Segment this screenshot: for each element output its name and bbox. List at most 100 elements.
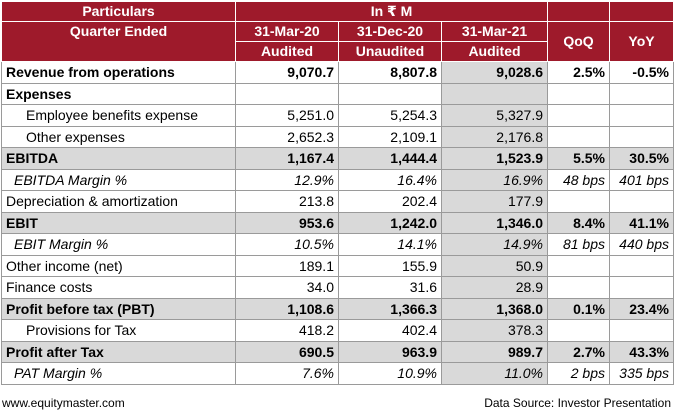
row-value: 16.4% — [338, 168, 442, 191]
row-value: 1,366.3 — [338, 297, 442, 320]
table-row: Finance costs 34.0 31.6 28.9 — [1, 276, 674, 299]
row-value: 10.5% — [235, 233, 339, 256]
row-value: 9,028.6 — [441, 61, 548, 84]
row-qoq: 0.1% — [547, 297, 610, 320]
row-value: 155.9 — [338, 254, 442, 277]
table-row: Profit after Tax 690.5 963.9 989.7 2.7% … — [1, 340, 674, 363]
row-value: 1,242.0 — [338, 211, 442, 234]
row-label: EBIT Margin % — [1, 233, 236, 256]
row-yoy: 335 bps — [609, 362, 674, 385]
table-row: Depreciation & amortization 213.8 202.4 … — [1, 190, 674, 213]
row-yoy: 23.4% — [609, 297, 674, 320]
row-label: EBITDA — [1, 147, 236, 170]
row-label: PAT Margin % — [1, 362, 236, 385]
row-value: 10.9% — [338, 362, 442, 385]
row-label: Employee benefits expense — [1, 104, 236, 127]
header-date-2: 31-Dec-20 — [338, 21, 442, 42]
row-value: 189.1 — [235, 254, 339, 277]
row-value: 14.9% — [441, 233, 548, 256]
table-row: Revenue from operations 9,070.7 8,807.8 … — [1, 61, 674, 84]
row-value: 1,523.9 — [441, 147, 548, 170]
table-row: Employee benefits expense 5,251.0 5,254.… — [1, 104, 674, 127]
row-label: Expenses — [1, 82, 236, 105]
row-value: 1,346.0 — [441, 211, 548, 234]
row-qoq: 8.4% — [547, 211, 610, 234]
row-label: Finance costs — [1, 276, 236, 299]
row-value: 2,176.8 — [441, 125, 548, 148]
row-value: 690.5 — [235, 340, 339, 363]
header-quarter-ended: Quarter Ended — [1, 21, 236, 62]
row-value: 8,807.8 — [338, 61, 442, 84]
row-value: 5,327.9 — [441, 104, 548, 127]
row-value: 34.0 — [235, 276, 339, 299]
row-yoy: -0.5% — [609, 61, 674, 84]
table-row: PAT Margin % 7.6% 10.9% 11.0% 2 bps 335 … — [1, 362, 674, 385]
row-value: 31.6 — [338, 276, 442, 299]
row-qoq: 48 bps — [547, 168, 610, 191]
row-yoy: 401 bps — [609, 168, 674, 191]
row-yoy: 41.1% — [609, 211, 674, 234]
table-row: EBITDA Margin % 12.9% 16.4% 16.9% 48 bps… — [1, 168, 674, 191]
header-date-3: 31-Mar-21 — [441, 21, 548, 42]
table-row: Other expenses 2,652.3 2,109.1 2,176.8 — [1, 125, 674, 148]
row-value: 378.3 — [441, 319, 548, 342]
header-audit-1: Audited — [235, 41, 339, 62]
row-qoq: 2.7% — [547, 340, 610, 363]
row-value: 11.0% — [441, 362, 548, 385]
financial-results-table: Particulars In ₹ M Quarter Ended 31-Mar-… — [1, 1, 674, 385]
row-value: 402.4 — [338, 319, 442, 342]
row-value: 177.9 — [441, 190, 548, 213]
row-value: 418.2 — [235, 319, 339, 342]
row-value: 213.8 — [235, 190, 339, 213]
header-particulars: Particulars — [1, 1, 236, 22]
table-row: EBIT Margin % 10.5% 14.1% 14.9% 81 bps 4… — [1, 233, 674, 256]
row-yoy: 440 bps — [609, 233, 674, 256]
row-qoq: 5.5% — [547, 147, 610, 170]
row-value: 14.1% — [338, 233, 442, 256]
header-audit-2: Unaudited — [338, 41, 442, 62]
row-value: 2,109.1 — [338, 125, 442, 148]
row-value: 2,652.3 — [235, 125, 339, 148]
website-credit: www.equitymaster.com — [2, 396, 125, 410]
row-value: 9,070.7 — [235, 61, 339, 84]
row-value: 16.9% — [441, 168, 548, 191]
table-row: Other income (net) 189.1 155.9 50.9 — [1, 254, 674, 277]
header-yoy: YoY — [609, 21, 674, 62]
row-value: 1,108.6 — [235, 297, 339, 320]
row-qoq: 81 bps — [547, 233, 610, 256]
row-value: 7.6% — [235, 362, 339, 385]
table-row: Provisions for Tax 418.2 402.4 378.3 — [1, 319, 674, 342]
row-label: Provisions for Tax — [1, 319, 236, 342]
table-row: EBIT 953.6 1,242.0 1,346.0 8.4% 41.1% — [1, 211, 674, 234]
row-value: 5,254.3 — [338, 104, 442, 127]
row-value: 1,167.4 — [235, 147, 339, 170]
row-label: EBITDA Margin % — [1, 168, 236, 191]
row-label: EBIT — [1, 211, 236, 234]
row-value: 28.9 — [441, 276, 548, 299]
header-audit-3: Audited — [441, 41, 548, 62]
row-yoy: 30.5% — [609, 147, 674, 170]
header-qoq: QoQ — [547, 21, 610, 62]
row-label: Revenue from operations — [1, 61, 236, 84]
row-label: Other income (net) — [1, 254, 236, 277]
row-label: Profit before tax (PBT) — [1, 297, 236, 320]
table-row: Expenses — [1, 82, 674, 105]
row-value: 12.9% — [235, 168, 339, 191]
row-qoq: 2.5% — [547, 61, 610, 84]
row-value: 1,368.0 — [441, 297, 548, 320]
row-value: 202.4 — [338, 190, 442, 213]
row-value: 953.6 — [235, 211, 339, 234]
row-label: Depreciation & amortization — [1, 190, 236, 213]
row-value: 963.9 — [338, 340, 442, 363]
row-value: 989.7 — [441, 340, 548, 363]
row-value: 1,444.4 — [338, 147, 442, 170]
row-qoq: 2 bps — [547, 362, 610, 385]
row-label: Other expenses — [1, 125, 236, 148]
row-value: 5,251.0 — [235, 104, 339, 127]
data-source: Data Source: Investor Presentation — [484, 396, 671, 410]
row-label: Profit after Tax — [1, 340, 236, 363]
header-date-1: 31-Mar-20 — [235, 21, 339, 42]
header-unit: In ₹ M — [235, 1, 548, 22]
row-yoy: 43.3% — [609, 340, 674, 363]
row-value: 50.9 — [441, 254, 548, 277]
